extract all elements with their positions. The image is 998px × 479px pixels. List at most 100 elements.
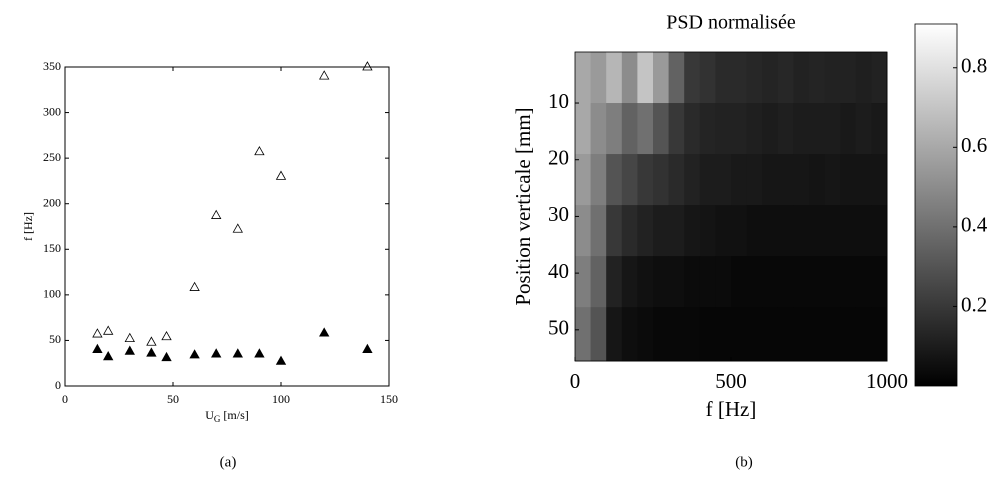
heatmap-cell: [575, 256, 592, 308]
heatmap-cell: [746, 307, 763, 362]
heatmap-cell: [684, 256, 701, 308]
heatmap-cell: [653, 103, 670, 155]
heatmap-cell: [762, 154, 779, 206]
x-axis-label-unit: [m/s]: [223, 408, 248, 422]
plot-frame: [64, 66, 390, 387]
heatmap-cell: [668, 205, 685, 257]
heatmap-cell: [871, 154, 888, 206]
heatmap-cell: [871, 307, 888, 362]
heatmap-cell: [762, 52, 779, 104]
heatmap-cell: [809, 256, 826, 308]
heatmap-cell: [699, 52, 716, 104]
heatmap-cell: [684, 205, 701, 257]
heatmap-cell: [668, 307, 685, 362]
heatmap-cell: [668, 103, 685, 155]
heatmap-cell: [746, 256, 763, 308]
heatmap-cell: [621, 307, 638, 362]
heatmap-cell: [653, 205, 670, 257]
heatmap-cell: [824, 52, 841, 104]
heatmap-cell: [715, 307, 732, 362]
heatmap-cell: [653, 307, 670, 362]
heatmap-cell: [575, 307, 592, 362]
heatmap-cell: [606, 52, 623, 104]
heatmap-cell: [590, 154, 607, 206]
heatmap-cell: [668, 154, 685, 206]
data-point: [146, 347, 157, 357]
heatmap-cell: [809, 205, 826, 257]
y-tick-label: 50: [49, 332, 61, 346]
heatmap-cell: [606, 205, 623, 257]
heatmap-cell: [699, 256, 716, 308]
data-point: [124, 345, 135, 355]
heatmap-cell: [809, 307, 826, 362]
heatmap-cell: [840, 154, 857, 206]
data-point: [211, 209, 222, 219]
data-point: [362, 343, 373, 353]
heatmap-cell: [575, 52, 592, 104]
data-point: [124, 332, 135, 343]
x-axis-label-sub: G: [214, 414, 221, 424]
y-axis-label: Position verticale [mm]: [511, 107, 535, 305]
heatmap-cell: [809, 154, 826, 206]
heatmap-cell: [793, 154, 810, 206]
heatmap-cell: [731, 256, 748, 308]
heatmap-cell: [855, 103, 872, 155]
data-point: [362, 61, 373, 71]
x-axis-label-base: U: [205, 408, 214, 422]
heatmap-cell: [699, 154, 716, 206]
heatmap-cell: [793, 307, 810, 362]
heatmap-cell: [715, 256, 732, 308]
x-tick-label: 0: [570, 369, 581, 393]
heatmap-cell: [575, 154, 592, 206]
heatmap-cell: [840, 256, 857, 308]
heatmap-cell: [606, 103, 623, 155]
heatmap-cell: [621, 103, 638, 155]
data-point: [319, 327, 330, 337]
heatmap-cell: [621, 256, 638, 308]
heatmap-cell: [871, 103, 888, 155]
heatmap-cell: [637, 256, 654, 308]
heatmap-cell: [731, 52, 748, 104]
heatmap-cell: [840, 52, 857, 104]
heatmap-cell: [575, 205, 592, 257]
heatmap-cell: [824, 154, 841, 206]
heatmap-cell: [855, 307, 872, 362]
y-tick-label: 0: [55, 378, 61, 392]
heatmap-cell: [590, 103, 607, 155]
heatmap-cell: [762, 256, 779, 308]
colorbar-tick-label: 0.4: [961, 213, 988, 237]
heatmap-cell: [715, 205, 732, 257]
data-point: [189, 281, 200, 291]
heatmap-cell: [606, 307, 623, 362]
y-tick-label: 150: [43, 241, 61, 255]
heatmap-cell: [668, 52, 685, 104]
heatmap-cell: [684, 307, 701, 362]
heatmap-cell: [824, 256, 841, 308]
heatmap-cell: [824, 307, 841, 362]
heatmap-cell: [621, 154, 638, 206]
heatmap-cell: [653, 52, 670, 104]
heatmap-cell: [684, 103, 701, 155]
heatmap-cell: [746, 52, 763, 104]
y-tick-label: 10: [548, 89, 569, 113]
y-tick-label: 20: [548, 146, 569, 170]
heatmap-cell: [840, 103, 857, 155]
heatmap-cell: [715, 103, 732, 155]
heatmap-cell: [637, 103, 654, 155]
heatmap-cell: [840, 205, 857, 257]
heatmap-cell: [824, 103, 841, 155]
y-tick-label: 100: [43, 287, 61, 301]
heatmap-cell: [793, 205, 810, 257]
data-point: [275, 170, 287, 180]
heatmap-cell: [606, 154, 623, 206]
heatmap-cell: [637, 205, 654, 257]
data-point: [103, 351, 114, 361]
heatmap-cell: [590, 307, 607, 362]
heatmap-cell: [590, 256, 607, 308]
data-point: [189, 349, 200, 359]
heatmap-cell: [621, 52, 638, 104]
data-point: [232, 223, 243, 233]
heatmap-cell: [746, 205, 763, 257]
heatmap-cell: [762, 205, 779, 257]
